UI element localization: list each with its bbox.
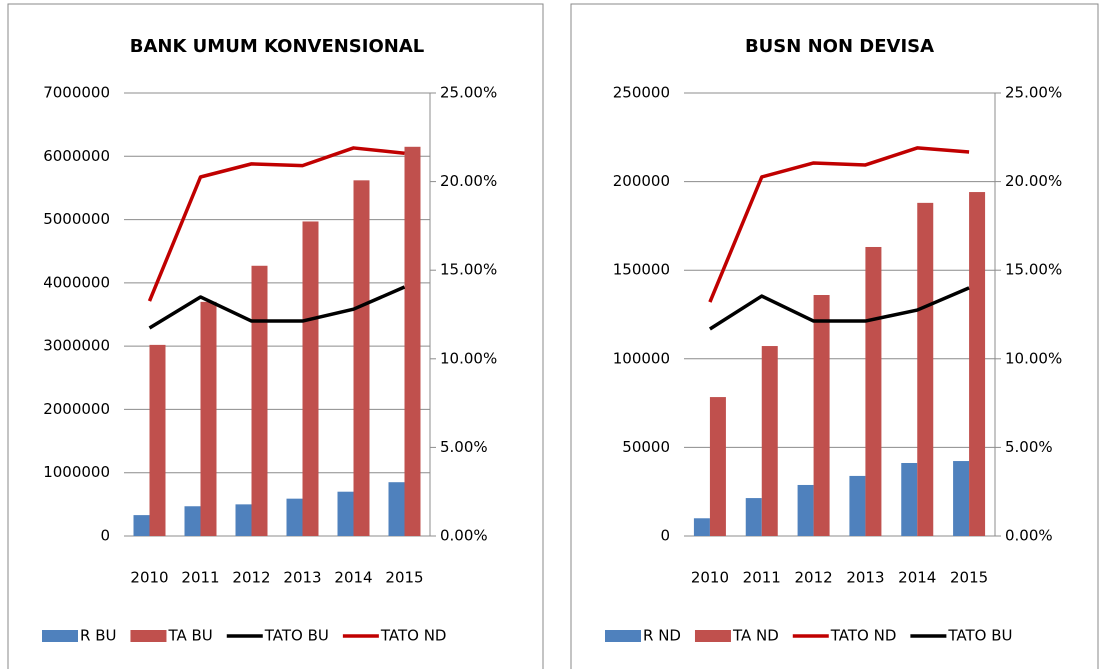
y-tick-label: 0 [660,527,670,545]
x-tick-label: 2012 [232,569,270,587]
x-tick-label: 2010 [130,569,168,587]
chart-title: BANK UMUM KONVENSIONAL [130,36,424,57]
x-tick-label: 2014 [334,569,372,587]
y2-tick-label: 15.00% [440,261,497,279]
chart-title: BUSN NON DEVISA [745,36,934,57]
bar [200,301,217,536]
legend-swatch [42,630,78,642]
legend-label: R ND [643,627,681,645]
bar [745,498,762,536]
y2-tick-label: 20.00% [440,172,497,190]
y2-tick-label: 25.00% [1005,84,1062,102]
bar [761,346,778,536]
y2-tick-label: 25.00% [440,84,497,102]
bar [709,397,726,536]
legend-label: TATO ND [380,627,447,645]
line [147,146,405,302]
bar [235,504,252,536]
bar [286,498,303,536]
y-tick-label: 4000000 [43,273,110,291]
bar [901,462,918,536]
line [708,146,970,303]
bar [133,515,150,536]
bar [693,518,710,536]
legend-label: TA BU [167,627,212,645]
bar [797,484,814,536]
legend-swatch [694,630,731,642]
bar [969,192,986,536]
y2-tick-label: 10.00% [440,349,497,367]
bar [251,265,268,536]
y2-tick-label: 0.00% [440,527,488,545]
x-tick-label: 2015 [385,569,423,587]
y-tick-label: 0 [100,527,110,545]
x-tick-label: 2013 [846,569,884,587]
bar [813,295,830,536]
y-tick-label: 7000000 [43,84,110,102]
line [708,286,970,331]
legend-label: TA ND [732,627,779,645]
x-tick-label: 2013 [283,569,321,587]
y-tick-label: 1000000 [43,463,110,481]
legend-label: TATO BU [264,627,329,645]
bar [337,491,354,536]
panel [7,3,544,669]
line [148,285,406,330]
legend-label: TATO BU [947,627,1012,645]
panel [570,3,1099,669]
y2-tick-label: 5.00% [440,438,488,456]
y2-tick-label: 5.00% [1005,438,1053,456]
y-tick-label: 6000000 [43,147,110,165]
y2-tick-label: 20.00% [1005,172,1062,190]
bar [865,246,882,536]
x-tick-label: 2015 [950,569,988,587]
x-tick-label: 2011 [181,569,219,587]
y2-tick-label: 15.00% [1005,261,1062,279]
y-tick-label: 5000000 [43,210,110,228]
y2-tick-label: 0.00% [1005,527,1053,545]
y-tick-label: 200000 [613,172,670,190]
bar [149,344,166,536]
bar [302,221,319,536]
x-tick-label: 2012 [794,569,832,587]
bar [353,180,370,536]
y-tick-label: 50000 [622,438,670,456]
y-tick-label: 100000 [613,349,670,367]
bar [404,146,421,537]
bar [849,475,866,536]
legend-label: R BU [80,627,116,645]
y-tick-label: 2000000 [43,400,110,418]
y2-tick-label: 10.00% [1005,349,1062,367]
bar [184,506,201,536]
y-tick-label: 250000 [613,84,670,102]
bar [953,461,970,536]
y-tick-label: 150000 [613,261,670,279]
legend-swatch [605,630,641,642]
x-tick-label: 2011 [743,569,781,587]
x-tick-label: 2010 [691,569,729,587]
y-tick-label: 3000000 [43,337,110,355]
legend-label: TATO ND [830,627,897,645]
x-tick-label: 2014 [898,569,936,587]
legend-swatch [130,630,167,642]
bar [388,482,405,536]
bar [917,202,934,536]
